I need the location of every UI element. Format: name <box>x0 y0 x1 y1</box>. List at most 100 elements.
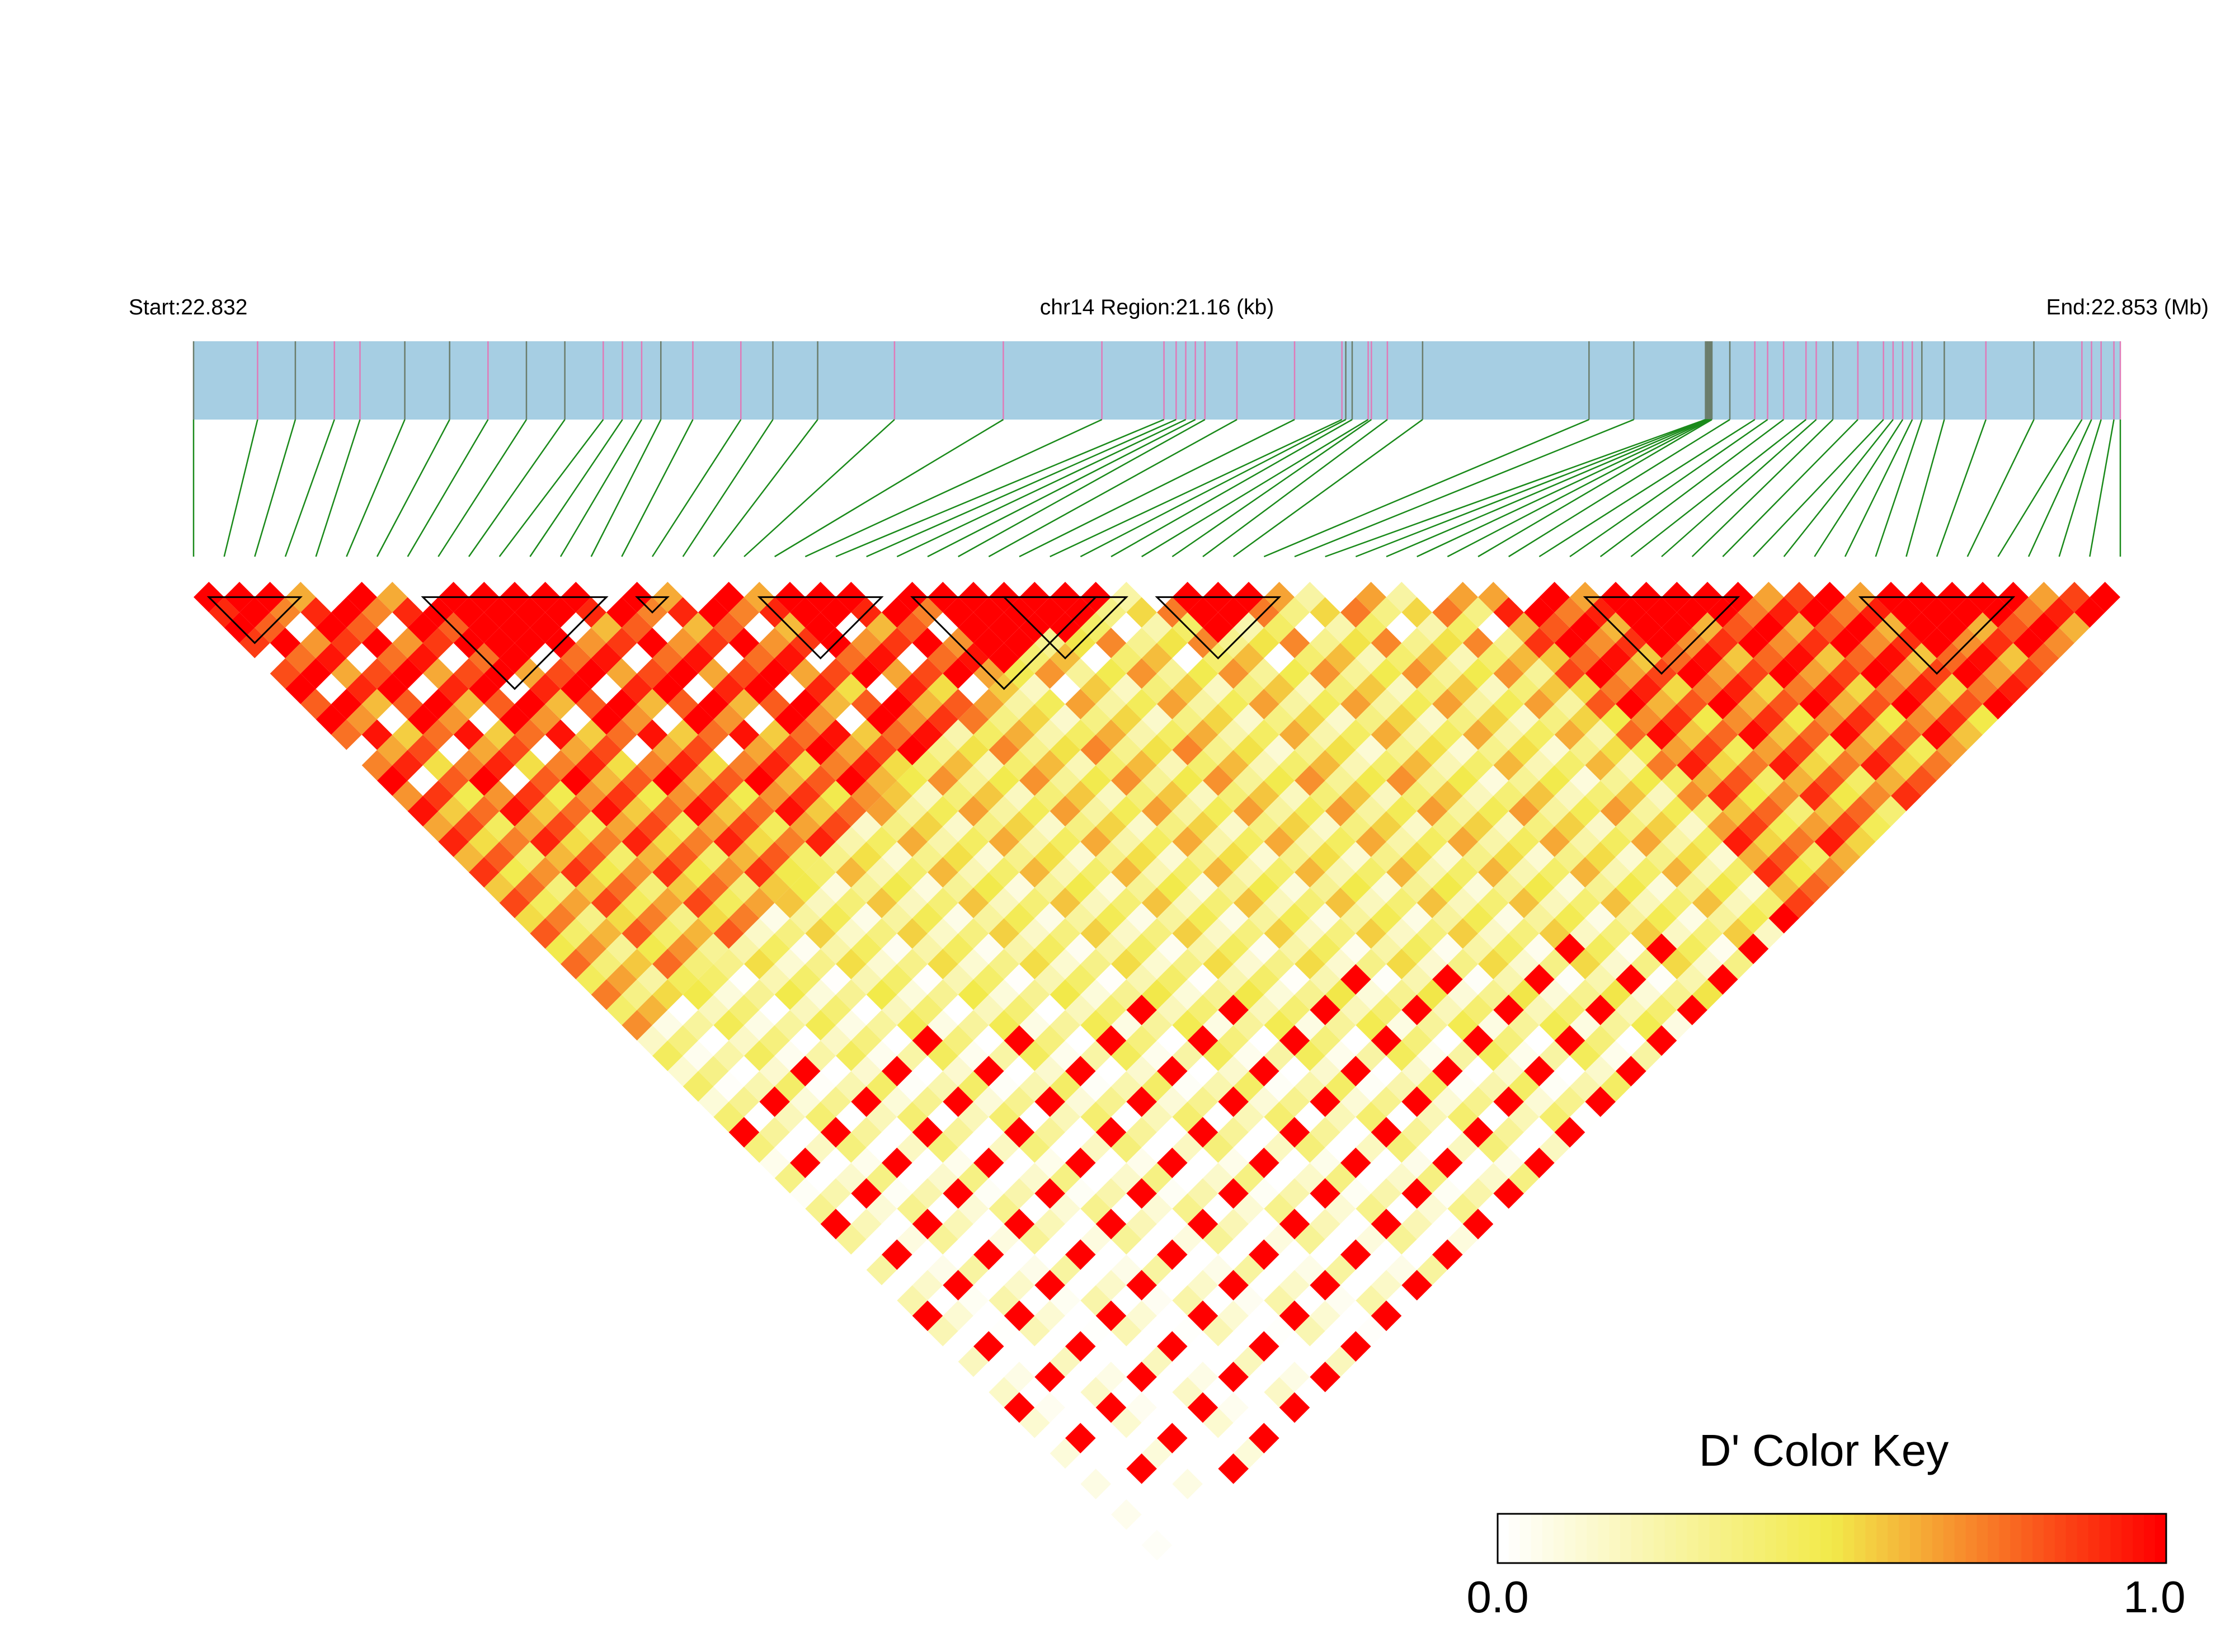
ld-cell <box>1111 704 1142 735</box>
ld-cell <box>713 765 744 796</box>
ld-cell <box>897 1041 928 1071</box>
ld-cell <box>1875 674 1907 704</box>
color-key-swatch <box>1865 1514 1877 1563</box>
ld-cell <box>866 1071 897 1102</box>
ld-cell <box>1829 597 1861 628</box>
ld-cell <box>1616 841 1646 873</box>
ld-cell <box>1356 1102 1386 1132</box>
ld-cell <box>1386 704 1417 735</box>
ld-cell <box>1401 597 1432 628</box>
ld-cell <box>943 964 973 995</box>
ld-cell <box>1646 628 1677 658</box>
ld-cell <box>1310 1056 1340 1086</box>
ld-cell <box>1310 597 1340 628</box>
ld-cell <box>1707 750 1738 781</box>
ld-cell <box>1279 719 1310 750</box>
ld-cell <box>1493 1056 1524 1086</box>
ld-cell <box>866 1041 897 1071</box>
ld-cell <box>820 1208 851 1240</box>
color-key-swatch <box>2155 1514 2167 1563</box>
ld-cell <box>1310 1239 1340 1270</box>
ld-cell <box>1692 735 1723 765</box>
snp-connector-line <box>498 419 604 557</box>
ld-cell <box>973 1300 1004 1331</box>
ld-cell <box>499 735 530 765</box>
ld-cell <box>1508 826 1540 857</box>
snp-connector-line <box>315 419 361 557</box>
ld-cell <box>1554 1117 1585 1148</box>
ld-cell <box>1141 979 1173 1010</box>
ld-cell <box>1325 735 1356 765</box>
ld-cell <box>1141 674 1173 704</box>
ld-cell <box>2090 582 2120 613</box>
ld-cell <box>1707 658 1738 689</box>
ld-cell <box>515 750 545 781</box>
ld-cell <box>1768 719 1799 750</box>
color-key-min-label: 0.0 <box>1466 1572 1528 1622</box>
ld-cell <box>637 689 668 719</box>
ld-cell <box>1600 1071 1631 1102</box>
ld-cell <box>1814 826 1845 857</box>
ld-cell <box>1462 780 1494 811</box>
color-key-swatch <box>1598 1514 1610 1563</box>
ld-cell <box>1233 1438 1264 1469</box>
ld-cell <box>1004 1117 1035 1148</box>
ld-cell <box>1539 674 1570 704</box>
ld-cell <box>1356 918 1386 949</box>
ld-block-outline <box>1858 596 2016 675</box>
ld-cell <box>1126 1208 1157 1240</box>
ld-cell <box>1141 1224 1173 1255</box>
snp-connector-line <box>1599 418 1784 558</box>
ld-cell <box>728 628 760 658</box>
ld-cell <box>1080 1102 1111 1132</box>
ld-cell <box>1401 1239 1432 1270</box>
ld-cell <box>973 750 1004 781</box>
ld-cell <box>1233 1162 1264 1194</box>
ld-cell <box>1447 1102 1478 1132</box>
ld-cell <box>1310 658 1340 689</box>
ld-cell <box>774 1041 806 1071</box>
ld-cell <box>484 750 515 781</box>
color-key-swatch <box>1965 1514 1978 1563</box>
snp-connector-line <box>1141 418 1369 558</box>
ld-cell <box>1462 1056 1494 1086</box>
ld-cell <box>1034 1270 1065 1301</box>
ld-cell <box>1662 704 1692 735</box>
ld-cell <box>943 780 973 811</box>
ld-cell <box>1539 704 1570 735</box>
ld-cell <box>438 796 469 827</box>
ld-cell <box>1095 1300 1127 1331</box>
ld-cell <box>1539 796 1570 827</box>
ld-cell <box>1004 1147 1035 1178</box>
ld-cell <box>1080 1377 1111 1408</box>
ld-cell <box>1279 597 1310 628</box>
ld-cell <box>1478 1071 1509 1102</box>
ld-cell <box>1860 750 1891 781</box>
ld-cell <box>1065 1025 1096 1056</box>
ld-cell <box>1417 1224 1448 1255</box>
ld-cell <box>1126 1362 1157 1392</box>
snp-connector-line <box>529 419 623 557</box>
ld-cell <box>1371 780 1402 811</box>
ld-cell <box>1034 597 1065 628</box>
ld-cell <box>1692 857 1723 888</box>
ld-cell <box>1141 1346 1173 1377</box>
ld-cell <box>1738 689 1769 719</box>
ld-cell <box>1493 811 1524 842</box>
ld-cell <box>1921 689 1952 719</box>
ld-cell <box>1585 750 1616 781</box>
ld-cell <box>836 979 867 1010</box>
ld-cell <box>1279 995 1310 1025</box>
color-key-swatch <box>1743 1514 1754 1563</box>
ld-cell <box>1814 796 1845 827</box>
ld-cell <box>1111 979 1142 1010</box>
ld-cell <box>1034 1208 1065 1240</box>
ld-cell <box>790 750 821 781</box>
ld-cell <box>1554 719 1585 750</box>
ld-cell <box>1249 658 1279 689</box>
ld-cell <box>1386 979 1417 1010</box>
ld-cell <box>1738 811 1769 842</box>
snp-connector-line <box>621 419 694 557</box>
ld-cell <box>1401 658 1432 689</box>
ld-cell <box>1172 1193 1203 1224</box>
